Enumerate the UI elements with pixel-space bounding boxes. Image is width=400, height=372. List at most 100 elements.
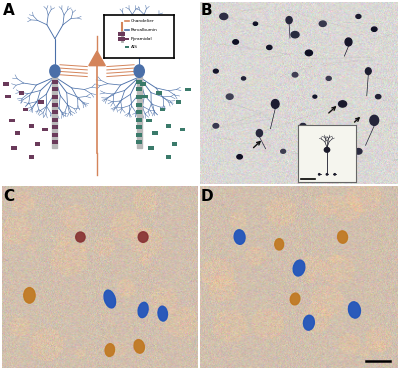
Ellipse shape bbox=[234, 230, 245, 244]
Bar bbox=[118, 36, 125, 39]
Bar bbox=[142, 95, 148, 99]
Ellipse shape bbox=[105, 344, 114, 356]
Bar bbox=[52, 80, 58, 84]
Bar bbox=[52, 103, 58, 106]
Ellipse shape bbox=[300, 124, 306, 128]
Ellipse shape bbox=[366, 68, 371, 74]
Ellipse shape bbox=[213, 124, 219, 128]
Text: B: B bbox=[201, 3, 212, 18]
Ellipse shape bbox=[324, 148, 330, 152]
Bar bbox=[118, 32, 125, 34]
Bar bbox=[136, 87, 142, 92]
Bar bbox=[140, 82, 146, 86]
Ellipse shape bbox=[104, 290, 116, 308]
Bar bbox=[5, 95, 11, 99]
Ellipse shape bbox=[220, 13, 228, 20]
Bar bbox=[118, 34, 125, 36]
Ellipse shape bbox=[138, 302, 148, 318]
Ellipse shape bbox=[334, 174, 336, 175]
Bar bbox=[152, 131, 158, 135]
Bar bbox=[136, 80, 142, 84]
Bar bbox=[52, 110, 58, 114]
Bar bbox=[146, 119, 152, 122]
Bar bbox=[176, 100, 181, 104]
Bar bbox=[166, 124, 171, 128]
Ellipse shape bbox=[292, 73, 298, 77]
Bar bbox=[42, 128, 48, 131]
Bar bbox=[125, 38, 129, 40]
Ellipse shape bbox=[226, 94, 233, 99]
Ellipse shape bbox=[253, 22, 258, 25]
Ellipse shape bbox=[338, 101, 346, 107]
Bar bbox=[52, 125, 58, 129]
Polygon shape bbox=[89, 51, 105, 65]
Ellipse shape bbox=[275, 239, 284, 250]
Bar bbox=[166, 155, 171, 158]
Bar bbox=[136, 95, 142, 99]
Ellipse shape bbox=[242, 77, 246, 80]
Ellipse shape bbox=[345, 38, 352, 46]
Bar bbox=[52, 140, 58, 144]
Ellipse shape bbox=[138, 232, 148, 242]
Ellipse shape bbox=[335, 126, 342, 132]
Bar bbox=[125, 46, 129, 48]
Ellipse shape bbox=[76, 232, 85, 242]
Ellipse shape bbox=[24, 288, 35, 303]
Ellipse shape bbox=[290, 293, 300, 305]
Bar bbox=[148, 146, 154, 150]
Ellipse shape bbox=[50, 65, 60, 77]
Ellipse shape bbox=[233, 40, 238, 44]
Bar bbox=[19, 91, 24, 95]
Bar bbox=[180, 128, 185, 131]
Text: Chandelier: Chandelier bbox=[130, 19, 154, 23]
Ellipse shape bbox=[313, 95, 317, 98]
Ellipse shape bbox=[355, 148, 362, 154]
Bar bbox=[23, 108, 28, 111]
Bar bbox=[52, 133, 58, 137]
Bar bbox=[160, 108, 166, 111]
Ellipse shape bbox=[372, 27, 377, 31]
Bar bbox=[34, 142, 40, 146]
Bar bbox=[156, 91, 162, 95]
Bar bbox=[136, 140, 142, 144]
Ellipse shape bbox=[272, 100, 279, 108]
Text: Pyramidal: Pyramidal bbox=[130, 36, 152, 41]
Ellipse shape bbox=[134, 65, 144, 77]
Bar bbox=[38, 100, 44, 104]
Bar bbox=[52, 87, 58, 92]
Ellipse shape bbox=[281, 150, 286, 153]
Ellipse shape bbox=[356, 15, 361, 18]
Ellipse shape bbox=[326, 174, 328, 175]
Bar bbox=[9, 119, 14, 122]
Ellipse shape bbox=[291, 32, 299, 38]
Ellipse shape bbox=[214, 69, 218, 73]
Bar bbox=[52, 95, 58, 99]
Ellipse shape bbox=[370, 115, 379, 125]
Bar bbox=[136, 103, 142, 106]
Bar bbox=[118, 39, 125, 41]
Bar bbox=[29, 124, 34, 128]
Ellipse shape bbox=[338, 231, 348, 243]
Ellipse shape bbox=[304, 315, 314, 330]
Ellipse shape bbox=[348, 302, 360, 318]
Bar bbox=[136, 110, 142, 114]
Text: A: A bbox=[3, 3, 15, 18]
Ellipse shape bbox=[293, 260, 305, 276]
Bar bbox=[137, 77, 142, 148]
Text: AIS: AIS bbox=[130, 45, 138, 49]
Ellipse shape bbox=[319, 21, 326, 26]
Ellipse shape bbox=[320, 155, 325, 158]
Ellipse shape bbox=[376, 94, 381, 99]
Bar bbox=[186, 87, 191, 91]
Bar bbox=[52, 77, 58, 148]
Bar bbox=[136, 133, 142, 137]
Ellipse shape bbox=[256, 129, 262, 137]
Bar bbox=[15, 131, 20, 135]
Text: C: C bbox=[3, 189, 14, 204]
Bar bbox=[136, 118, 142, 122]
Ellipse shape bbox=[237, 155, 242, 159]
Bar bbox=[172, 142, 177, 146]
Bar bbox=[136, 125, 142, 129]
Ellipse shape bbox=[318, 174, 320, 175]
Ellipse shape bbox=[326, 76, 331, 80]
